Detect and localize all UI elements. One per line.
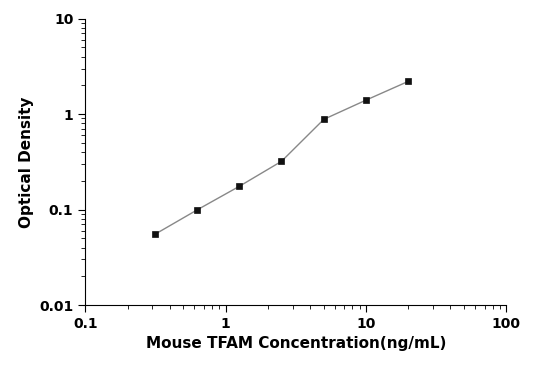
Y-axis label: Optical Density: Optical Density [19,96,34,228]
X-axis label: Mouse TFAM Concentration(ng/mL): Mouse TFAM Concentration(ng/mL) [146,336,446,352]
